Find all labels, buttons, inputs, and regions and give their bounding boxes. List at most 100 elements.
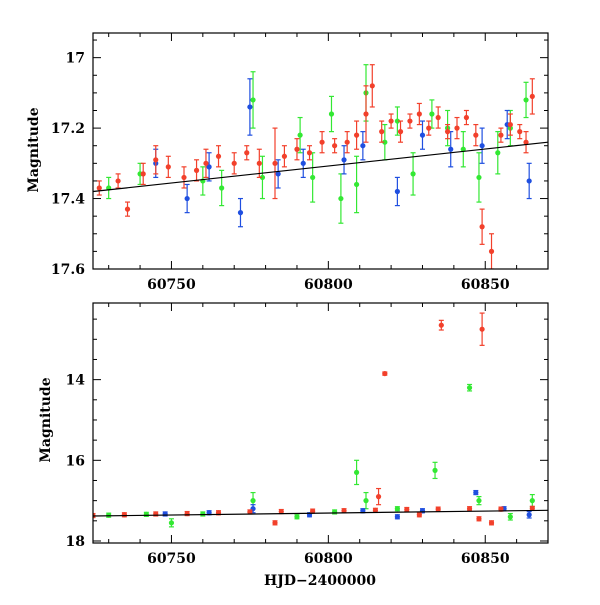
bottom-green-point — [432, 467, 438, 473]
top-green-point — [250, 97, 256, 103]
bottom-green-point — [294, 514, 300, 520]
bottom-red-point — [372, 507, 379, 513]
bottom-y-tick-label: 16 — [66, 453, 85, 469]
bottom-blue-point — [394, 514, 400, 520]
bottom-red-point — [529, 505, 535, 511]
top-red-point — [479, 224, 485, 230]
bottom-green-point — [106, 512, 112, 518]
top-red-point — [435, 114, 441, 121]
top-y-tick-label: 17 — [66, 51, 85, 67]
bottom-red-point — [404, 506, 410, 513]
top-red-point — [193, 167, 200, 173]
top-y-tick-label: 17.4 — [51, 192, 85, 208]
top-red-point — [363, 111, 369, 117]
top-red-point — [407, 118, 413, 124]
top-red-point — [332, 143, 338, 149]
top-panel: Magnitude 60750 60800 60850 17 17.2 17.4 17.6 — [26, 32, 549, 293]
bottom-green-point — [250, 498, 256, 504]
top-x-tick-label: 60750 — [147, 277, 196, 293]
bottom-red-point — [375, 494, 382, 500]
bottom-red-point — [121, 512, 127, 518]
bottom-x-tick-label: 60850 — [461, 551, 510, 567]
top-blue-point — [206, 164, 212, 170]
top-y-tick-label: 17.6 — [51, 262, 85, 278]
top-blue-point — [419, 132, 426, 138]
top-red-point — [203, 160, 209, 166]
bottom-x-axis-label: HJD−2400000 — [264, 573, 376, 589]
top-red-point — [353, 132, 360, 138]
top-red-point — [388, 118, 394, 124]
bottom-green-point — [332, 509, 338, 515]
top-blue-point — [247, 104, 253, 110]
top-green-point — [259, 174, 266, 181]
top-red-point — [140, 171, 146, 177]
top-red-point — [426, 125, 432, 131]
bottom-red-point — [341, 508, 347, 514]
bottom-red-point — [310, 508, 316, 514]
top-green-point — [328, 111, 335, 117]
top-red-point — [529, 93, 535, 100]
bottom-green-point — [143, 511, 149, 517]
top-red-point — [215, 153, 222, 159]
top-green-point — [410, 171, 416, 177]
bottom-red-point — [438, 322, 444, 328]
top-red-point — [115, 178, 121, 184]
top-blue-point — [448, 146, 454, 152]
bottom-panel: Magnitude HJD−2400000 60750 60800 60850 14 1… — [38, 302, 549, 589]
bottom-green-point — [476, 498, 482, 504]
top-red-point — [473, 132, 479, 138]
top-blue-point — [275, 171, 281, 177]
top-red-point — [244, 150, 250, 156]
top-y-tick-label: 17.2 — [51, 121, 85, 137]
top-blue-point — [341, 157, 347, 163]
bottom-red-point — [247, 509, 253, 515]
top-red-point — [153, 157, 159, 163]
top-red-point — [379, 129, 385, 135]
top-red-point — [306, 150, 313, 156]
top-red-point — [231, 160, 237, 166]
top-plot-area — [93, 64, 548, 269]
bottom-green-point — [200, 511, 206, 517]
bottom-y-tick-label: 14 — [66, 373, 86, 389]
bottom-red-point — [488, 520, 495, 526]
top-red-point — [463, 114, 470, 121]
bottom-red-point — [435, 506, 441, 512]
top-red-point — [344, 139, 350, 145]
top-green-point — [476, 174, 482, 181]
bottom-y-tick-label: 18 — [66, 534, 85, 550]
bottom-red-point — [476, 516, 482, 522]
top-y-axis-label: Magnitude — [26, 107, 42, 192]
bottom-x-tick-label: 60800 — [304, 551, 353, 567]
top-red-point — [281, 153, 288, 159]
bottom-green-point — [168, 520, 175, 526]
top-green-point — [495, 150, 501, 156]
bottom-green-point — [529, 498, 535, 504]
top-green-point — [523, 97, 529, 103]
top-red-point — [124, 206, 131, 212]
top-green-point — [394, 118, 400, 124]
bottom-red-point — [272, 520, 278, 526]
bottom-red-point — [382, 370, 388, 377]
top-blue-point — [300, 160, 306, 166]
bottom-x-tick-label: 60750 — [147, 551, 196, 567]
top-red-point — [181, 174, 187, 181]
top-green-point — [460, 146, 466, 152]
top-panel-frame — [92, 32, 549, 270]
bottom-red-point — [416, 512, 422, 518]
bottom-green-point — [466, 385, 473, 391]
top-blue-point — [184, 195, 190, 202]
top-red-point — [454, 125, 460, 131]
top-green-point — [429, 111, 435, 117]
top-blue-point — [526, 178, 532, 184]
bottom-green-point — [507, 514, 513, 520]
top-blue-point — [360, 143, 366, 149]
top-blue-point — [479, 143, 485, 149]
bottom-red-point — [479, 326, 485, 332]
bottom-blue-point — [526, 512, 532, 518]
bottom-red-point — [466, 506, 473, 512]
top-red-point — [294, 146, 300, 152]
bottom-blue-point — [473, 489, 479, 496]
